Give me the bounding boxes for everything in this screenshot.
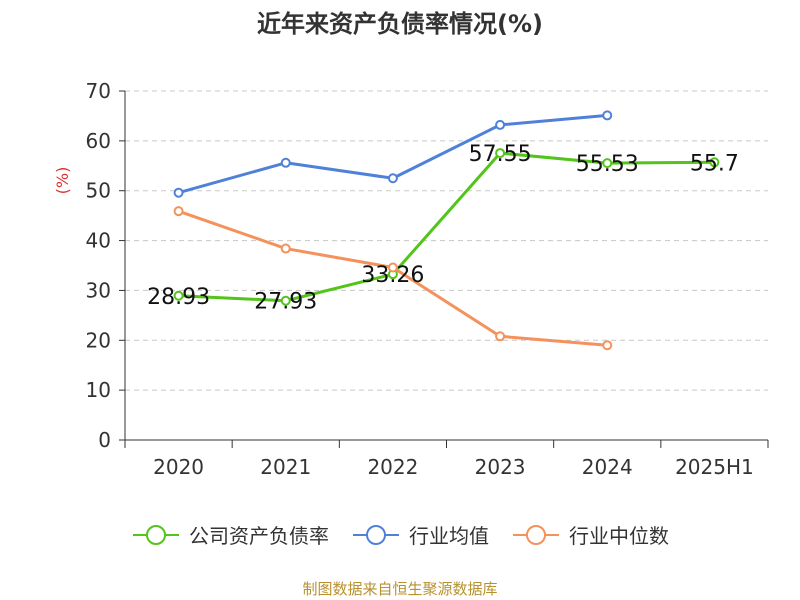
x-tick-label: 2021 (260, 455, 311, 479)
data-label: 57.55 (469, 142, 532, 167)
legend-label: 行业均值 (409, 524, 489, 548)
series-point-0 (602, 158, 613, 169)
data-label: 55.53 (576, 152, 639, 177)
axes: 0 10 20 30 40 50 60 70 (%) 2020 2021 2022 2023 2024 20… (53, 79, 769, 479)
data-labels: 28.93 27.93 33.26 57.55 55.53 55.7 (147, 142, 739, 315)
series-point-2 (173, 206, 184, 217)
y-tick-label: 50 (86, 179, 111, 203)
legend: 公司资产负债率 行业均值 行业中位数 (0, 520, 800, 549)
series-point-1 (280, 157, 291, 168)
legend-item[interactable]: 公司资产负债率 (131, 520, 329, 549)
legend-swatch (133, 524, 179, 545)
series-point-0 (280, 295, 291, 306)
series-point-1 (602, 110, 613, 121)
y-tick-label: 60 (86, 129, 111, 153)
legend-item[interactable]: 行业中位数 (511, 520, 669, 549)
legend-label: 行业中位数 (569, 524, 669, 548)
legend-swatch (353, 524, 399, 545)
series-point-2 (495, 331, 506, 342)
series-point-2 (387, 262, 398, 273)
series-layer (173, 110, 720, 351)
x-tick-label: 2025H1 (675, 455, 754, 479)
legend-swatch (513, 524, 559, 545)
series-line-0 (178, 151, 715, 303)
y-tick-label: 0 (98, 428, 111, 452)
series-point-1 (495, 119, 506, 130)
source-note: 制图数据来自恒生聚源数据库 (302, 580, 498, 598)
series-point-2 (280, 243, 291, 254)
x-tick-label: 2020 (153, 455, 204, 479)
legend-label: 公司资产负债率 (189, 524, 329, 548)
x-tick-label: 2022 (367, 455, 418, 479)
data-label: 27.93 (254, 290, 317, 315)
y-axis-label: (%) (53, 167, 72, 195)
series-point-1 (387, 173, 398, 184)
y-tick-label: 20 (86, 328, 111, 352)
series-point-2 (602, 340, 613, 351)
legend-item[interactable]: 行业均值 (351, 520, 489, 549)
series-point-0 (173, 290, 184, 301)
series-point-1 (173, 187, 184, 198)
grid-lines (125, 90, 768, 391)
x-tick-label: 2024 (582, 455, 633, 479)
series-point-0 (495, 148, 506, 159)
chart-title: 近年来资产负债率情况(%) (257, 10, 543, 38)
y-tick-label: 10 (86, 378, 111, 402)
y-tick-label: 30 (86, 278, 111, 302)
data-label: 28.93 (147, 285, 210, 310)
y-tick-label: 40 (86, 229, 111, 253)
series-point-0 (709, 157, 720, 168)
data-label: 55.7 (690, 151, 739, 176)
data-label: 33.26 (361, 263, 424, 288)
y-tick-label: 70 (86, 79, 111, 103)
x-tick-label: 2023 (475, 455, 526, 479)
